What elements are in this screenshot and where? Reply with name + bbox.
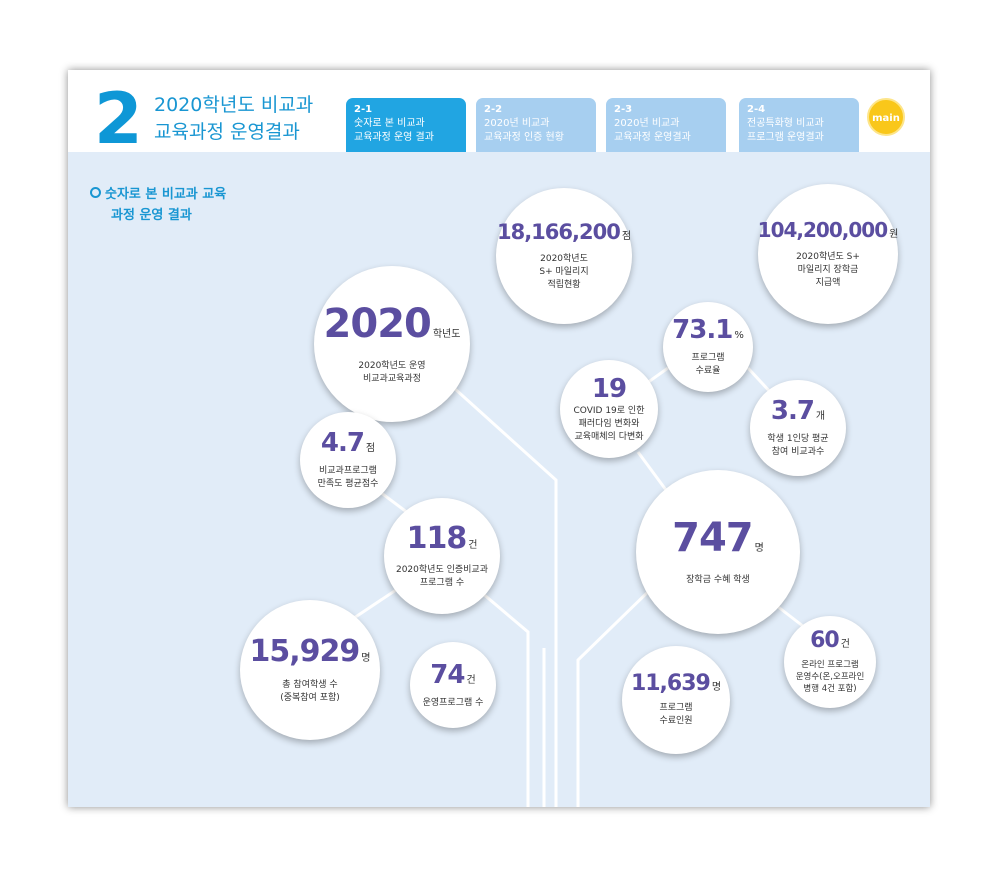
section-title: 2020학년도 비교과 교육과정 운영결과 xyxy=(154,92,313,146)
side-heading: 숫자로 본 비교과 교육 과정 운영 결과 xyxy=(90,184,226,226)
section-title-line2: 교육과정 운영결과 xyxy=(154,121,300,143)
stat-satisfaction-desc2: 만족도 평균점수 xyxy=(317,479,379,489)
stat-participants-unit: 명 xyxy=(361,652,371,664)
stat-operated: 74 건 운영프로그램 수 xyxy=(410,642,496,728)
tab-label-line1: 숫자로 본 비교과 xyxy=(354,118,425,129)
stat-satisfaction-value: 4.7 xyxy=(320,428,365,458)
stat-year-desc2: 비교과교육과정 xyxy=(363,373,421,384)
tab-label-line2: 교육과정 인증 현황 xyxy=(484,132,564,143)
stat-per-student-unit: 개 xyxy=(815,411,826,422)
stat-covid-value: 19 xyxy=(591,373,627,404)
stat-points-desc2: S+ 마일리지 xyxy=(539,267,589,277)
stat-online-desc2: 운영수(온,오프라인 xyxy=(795,672,865,682)
stat-scholarship-students-value: 747 xyxy=(672,515,753,561)
section-title-line1: 2020학년도 비교과 xyxy=(154,94,314,116)
stat-participants-desc1: 총 참여학생 수 xyxy=(282,679,338,690)
stat-completion-rate-desc1: 프로그램 xyxy=(691,353,725,363)
stat-year-value: 2020 xyxy=(323,300,432,347)
stat-scholarship-students: 747 명 장학금 수혜 학생 xyxy=(636,470,800,634)
stat-operated-desc1: 운영프로그램 수 xyxy=(422,697,484,708)
tab-number: 2-1 xyxy=(354,104,373,115)
side-heading-line2: 과정 운영 결과 xyxy=(111,208,192,223)
stat-certified-value: 118 xyxy=(406,520,468,556)
stat-completers-desc2: 수료인원 xyxy=(659,716,693,726)
stat-participants-desc2: (중복참여 포함) xyxy=(280,692,340,703)
tab-label-line2: 교육과정 운영결과 xyxy=(614,132,691,143)
stat-completers-value: 11,639 xyxy=(630,671,711,696)
tab-2-3[interactable]: 2-3 2020년 비교과 교육과정 운영결과 xyxy=(606,98,726,152)
stat-points-unit: 점 xyxy=(621,231,632,242)
tab-2-4[interactable]: 2-4 전공특화형 비교과 프로그램 운영결과 xyxy=(739,98,859,152)
tab-label-line1: 2020년 비교과 xyxy=(484,118,550,129)
tab-number: 2-4 xyxy=(747,104,766,115)
stat-points-desc1: 2020학년도 xyxy=(540,254,588,264)
connector-participants-certified xyxy=(353,584,403,620)
tab-label-line2: 교육과정 운영 결과 xyxy=(354,132,434,143)
connector-year-trunk xyxy=(432,368,558,807)
stat-certified-unit: 건 xyxy=(468,539,478,551)
circle-bullet-icon xyxy=(90,187,101,198)
stat-completers-desc1: 프로그램 xyxy=(659,703,693,713)
stat-online-value: 60 xyxy=(810,628,840,653)
stat-completion-rate-value: 73.1 xyxy=(672,315,733,345)
stat-satisfaction-desc1: 비교과프로그램 xyxy=(319,466,377,476)
stat-points-desc3: 적립현황 xyxy=(547,280,581,290)
stat-completion-rate-unit: % xyxy=(734,330,744,341)
connector-747-trunk xyxy=(576,586,654,807)
tab-label-line1: 전공특화형 비교과 xyxy=(747,118,824,129)
stat-online-desc3: 병행 4건 포함) xyxy=(803,684,857,694)
tab-number: 2-3 xyxy=(614,104,633,115)
stat-online-unit: 건 xyxy=(840,639,850,650)
stat-scholarship-students-desc1: 장학금 수혜 학생 xyxy=(686,575,750,585)
tab-2-1[interactable]: 2-1 숫자로 본 비교과 교육과정 운영 결과 xyxy=(346,98,466,152)
stat-year-unit: 학년도 xyxy=(432,328,461,340)
stat-scholarship-amount-desc2: 마일리지 장학금 xyxy=(797,265,859,275)
stat-scholarship-students-unit: 명 xyxy=(754,543,764,554)
stat-per-student-desc2: 참여 비교과수 xyxy=(771,447,825,457)
stat-scholarship-amount-unit: 원 xyxy=(889,229,899,240)
stat-operated-unit: 건 xyxy=(466,674,476,686)
stat-participants-value: 15,929 xyxy=(249,633,361,669)
stat-year-desc1: 2020학년도 운영 xyxy=(358,360,426,371)
stat-certified-desc1: 2020학년도 인증비교과 xyxy=(395,564,488,575)
stat-covid-desc3: 교육매체의 다변화 xyxy=(574,431,644,442)
stat-covid-desc1: COVID 19로 인한 xyxy=(573,405,645,416)
stat-scholarship-amount-desc1: 2020학년도 S+ xyxy=(796,252,860,262)
infographic-page: 2 2020학년도 비교과 교육과정 운영결과 2-1 숫자로 본 비교과 교육… xyxy=(68,70,930,807)
stat-per-student-desc1: 학생 1인당 평균 xyxy=(767,434,829,444)
stat-certified-desc2: 프로그램 수 xyxy=(419,577,465,588)
side-heading-line1: 숫자로 본 비교과 교육 xyxy=(105,187,227,202)
stat-completers-unit: 명 xyxy=(711,682,722,693)
stat-scholarship-amount-desc3: 지급액 xyxy=(815,278,841,288)
stat-scholarship-amount-value: 104,200,000 xyxy=(757,218,888,242)
stat-points-value: 18,166,200 xyxy=(496,220,621,244)
stat-participants: 15,929 명 총 참여학생 수 (중복참여 포함) xyxy=(240,600,380,740)
connector-covid-747 xyxy=(636,451,668,491)
tab-number: 2-2 xyxy=(484,104,503,115)
tab-label-line1: 2020년 비교과 xyxy=(614,118,680,129)
tab-label-line2: 프로그램 운영결과 xyxy=(747,132,824,143)
stat-satisfaction-unit: 점 xyxy=(365,443,376,454)
stat-online-desc1: 온라인 프로그램 xyxy=(801,660,859,670)
main-button[interactable]: main xyxy=(867,98,905,136)
tab-2-2[interactable]: 2-2 2020년 비교과 교육과정 인증 현황 xyxy=(476,98,596,152)
stat-completion-rate-desc2: 수료율 xyxy=(695,366,721,376)
stat-covid-desc2: 패러다임 변화와 xyxy=(578,418,640,429)
stat-per-student-value: 3.7 xyxy=(770,396,815,426)
section-number: 2 xyxy=(94,78,143,160)
stat-operated-value: 74 xyxy=(430,659,465,690)
